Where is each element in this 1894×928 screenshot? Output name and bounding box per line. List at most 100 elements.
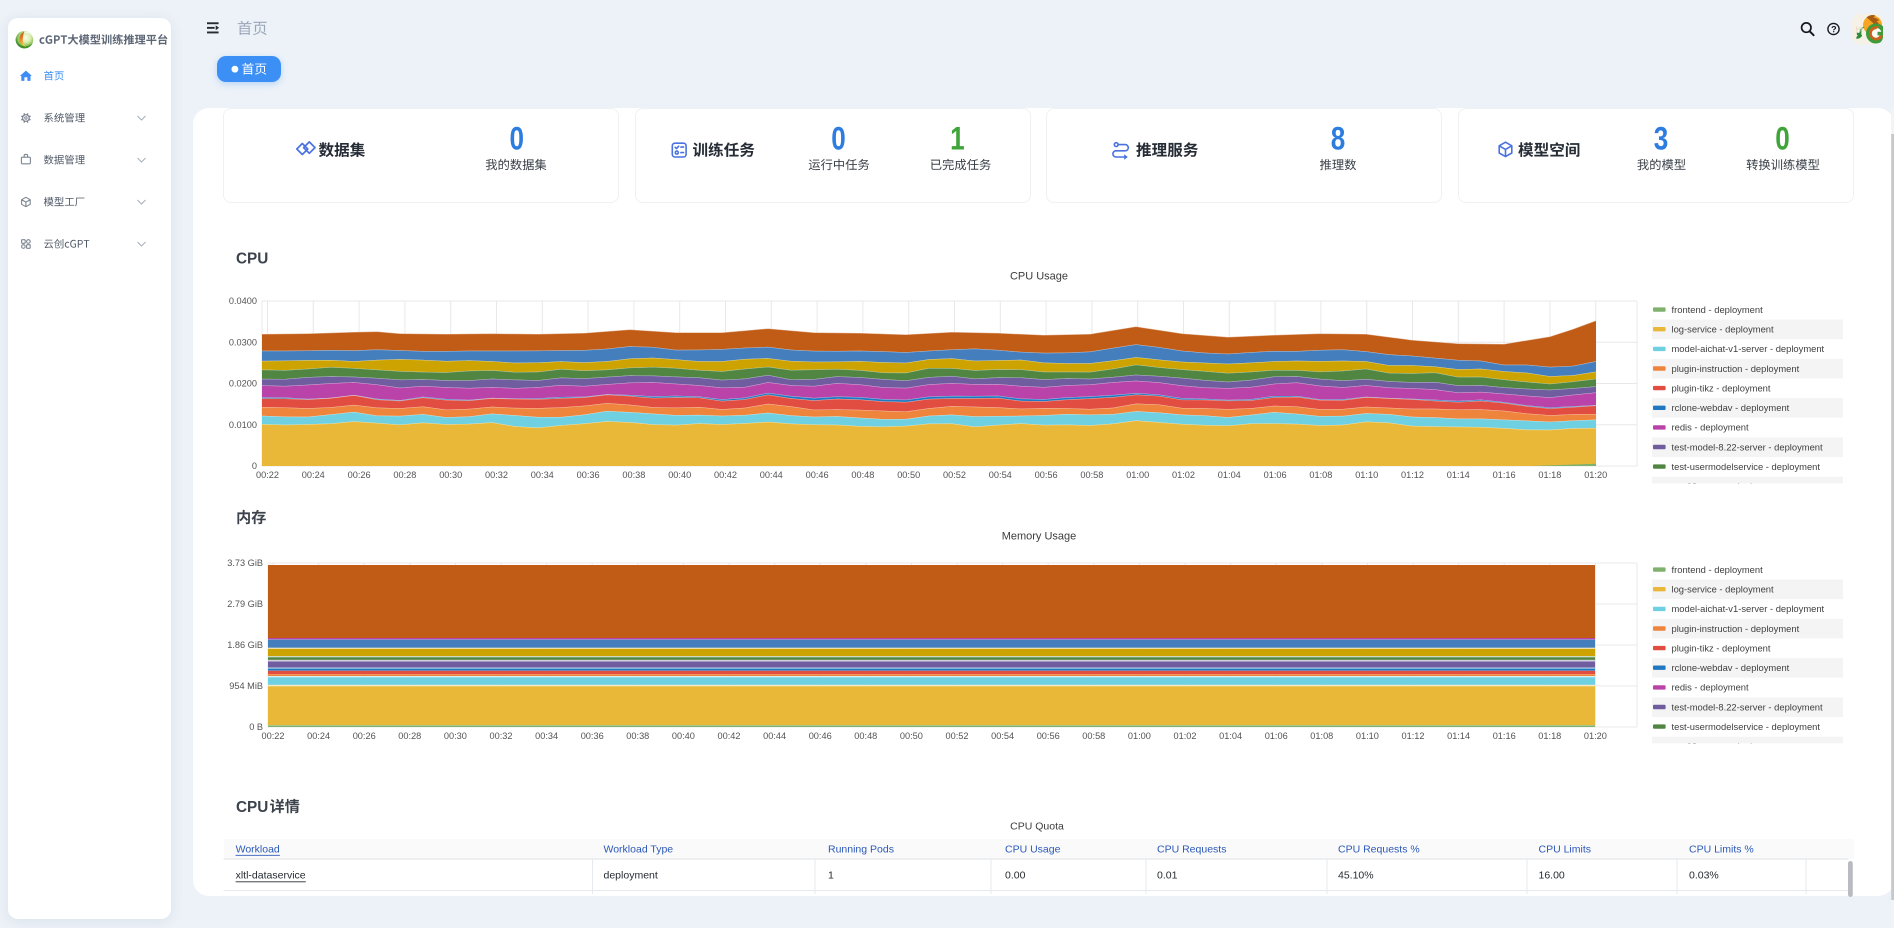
svg-text:CPU Usage: CPU Usage: [1010, 271, 1068, 283]
svg-text:01:06: 01:06: [1264, 470, 1287, 480]
svg-text:Running Pods: Running Pods: [828, 843, 894, 855]
svg-text:deployment: deployment: [604, 869, 658, 881]
svg-text:CPU Limits: CPU Limits: [1539, 843, 1592, 855]
svg-text:plugin-instruction - deploymen: plugin-instruction - deployment: [1672, 363, 1800, 374]
svg-text:01:12: 01:12: [1401, 470, 1424, 480]
svg-text:01:04: 01:04: [1219, 731, 1242, 741]
svg-text:CPU: CPU: [236, 799, 268, 816]
svg-text:test-model-8.22-server - deplo: test-model-8.22-server - deployment: [1672, 701, 1823, 712]
svg-text:01:18: 01:18: [1538, 470, 1561, 480]
svg-text:01:04: 01:04: [1218, 470, 1241, 480]
svg-text:00:22: 00:22: [262, 731, 285, 741]
svg-text:xltl-dataservice: xltl-dataservice: [236, 869, 306, 881]
svg-text:01:10: 01:10: [1355, 470, 1378, 480]
svg-text:01:02: 01:02: [1172, 470, 1195, 480]
svg-text:test08-server - deployment: test08-server - deployment: [1672, 481, 1784, 492]
svg-text:1: 1: [950, 120, 965, 156]
svg-text:HI: HI: [1856, 25, 1864, 34]
svg-text:model-aichat-v1-server - deplo: model-aichat-v1-server - deployment: [1672, 603, 1825, 614]
svg-text:CPU: CPU: [236, 251, 268, 268]
svg-text:test08-server - deployment: test08-server - deployment: [1672, 741, 1784, 752]
svg-text:00:38: 00:38: [626, 731, 649, 741]
svg-text:CPU Limits %: CPU Limits %: [1689, 843, 1754, 855]
svg-text:redis - deployment: redis - deployment: [1672, 422, 1750, 433]
svg-text:00:24: 00:24: [302, 470, 325, 480]
svg-text:plugin-instruction - deploymen: plugin-instruction - deployment: [1672, 623, 1800, 634]
svg-text:Memory Usage: Memory Usage: [1002, 531, 1077, 543]
svg-text:00:22: 00:22: [256, 470, 279, 480]
svg-text:01:20: 01:20: [1584, 470, 1607, 480]
svg-text:00:42: 00:42: [714, 470, 737, 480]
svg-text:00:52: 00:52: [943, 470, 966, 480]
svg-text:00:30: 00:30: [444, 731, 467, 741]
svg-text:test-usermodelservice - deploy: test-usermodelservice - deployment: [1672, 461, 1821, 472]
svg-text:Workload Type: Workload Type: [604, 843, 674, 855]
svg-text:0 B: 0 B: [249, 722, 263, 732]
svg-text:1.86 GiB: 1.86 GiB: [227, 640, 263, 650]
svg-text:0: 0: [252, 461, 257, 471]
svg-text:01:12: 01:12: [1402, 731, 1425, 741]
svg-text:01:00: 01:00: [1128, 731, 1151, 741]
svg-text:2.79 GiB: 2.79 GiB: [227, 599, 263, 609]
svg-text:00:54: 00:54: [989, 470, 1012, 480]
svg-text:00:34: 00:34: [535, 731, 558, 741]
svg-text:3.73 GiB: 3.73 GiB: [227, 558, 263, 568]
svg-text:00:44: 00:44: [763, 731, 786, 741]
svg-text:00:40: 00:40: [668, 470, 691, 480]
svg-text:45.10%: 45.10%: [1338, 869, 1374, 881]
svg-text:01:10: 01:10: [1356, 731, 1379, 741]
svg-text:01:14: 01:14: [1447, 731, 1470, 741]
svg-text:00:56: 00:56: [1035, 470, 1058, 480]
svg-text:plugin-tikz - deployment: plugin-tikz - deployment: [1672, 382, 1771, 393]
svg-text:00:26: 00:26: [348, 470, 371, 480]
svg-text:00:58: 00:58: [1082, 731, 1105, 741]
svg-text:00:30: 00:30: [439, 470, 462, 480]
svg-text:01:08: 01:08: [1309, 470, 1332, 480]
svg-text:00:34: 00:34: [531, 470, 554, 480]
svg-text:01:14: 01:14: [1447, 470, 1470, 480]
svg-text:01:06: 01:06: [1265, 731, 1288, 741]
svg-text:00:44: 00:44: [760, 470, 783, 480]
svg-text:16.00: 16.00: [1539, 869, 1565, 881]
svg-text:00:36: 00:36: [577, 470, 600, 480]
svg-text:test-model-8.22-server - deplo: test-model-8.22-server - deployment: [1672, 441, 1823, 452]
svg-text:rclone-webdav - deployment: rclone-webdav - deployment: [1672, 402, 1790, 413]
svg-text:00:32: 00:32: [485, 470, 508, 480]
svg-text:3: 3: [1654, 120, 1669, 156]
svg-text:00:24: 00:24: [307, 731, 330, 741]
svg-text:redis - deployment: redis - deployment: [1672, 682, 1750, 693]
svg-text:CPU Requests %: CPU Requests %: [1338, 843, 1420, 855]
svg-text:00:38: 00:38: [622, 470, 645, 480]
svg-text:frontend - deployment: frontend - deployment: [1672, 564, 1764, 575]
svg-text:log-service - deployment: log-service - deployment: [1672, 324, 1775, 335]
svg-text:01:02: 01:02: [1174, 731, 1197, 741]
svg-text:00:46: 00:46: [809, 731, 832, 741]
svg-text:1: 1: [828, 869, 834, 881]
svg-text:plugin-tikz - deployment: plugin-tikz - deployment: [1672, 642, 1771, 653]
svg-text:00:58: 00:58: [1080, 470, 1103, 480]
svg-text:Workload: Workload: [236, 843, 280, 855]
svg-text:log-service - deployment: log-service - deployment: [1672, 584, 1775, 595]
svg-text:00:28: 00:28: [393, 470, 416, 480]
svg-text:model-aichat-v1-server - deplo: model-aichat-v1-server - deployment: [1672, 343, 1825, 354]
svg-text:00:28: 00:28: [398, 731, 421, 741]
svg-text:01:00: 01:00: [1126, 470, 1149, 480]
svg-text:01:18: 01:18: [1538, 731, 1561, 741]
svg-text:00:42: 00:42: [718, 731, 741, 741]
svg-text:00:54: 00:54: [991, 731, 1014, 741]
svg-text:00:48: 00:48: [851, 470, 874, 480]
svg-text:0.0200: 0.0200: [229, 379, 257, 389]
svg-text:0: 0: [1775, 120, 1790, 156]
svg-text:00:48: 00:48: [854, 731, 877, 741]
svg-text:0.0100: 0.0100: [229, 420, 257, 430]
svg-text:0.0300: 0.0300: [229, 337, 257, 347]
svg-text:8: 8: [1331, 120, 1346, 156]
svg-text:00:36: 00:36: [581, 731, 604, 741]
svg-text:00:40: 00:40: [672, 731, 695, 741]
svg-text:0.0400: 0.0400: [229, 296, 257, 306]
svg-text:CPU Requests: CPU Requests: [1157, 843, 1226, 855]
svg-text:00:50: 00:50: [897, 470, 920, 480]
svg-text:rclone-webdav - deployment: rclone-webdav - deployment: [1672, 662, 1790, 673]
svg-text:0: 0: [510, 120, 525, 156]
svg-text:00:32: 00:32: [490, 731, 513, 741]
